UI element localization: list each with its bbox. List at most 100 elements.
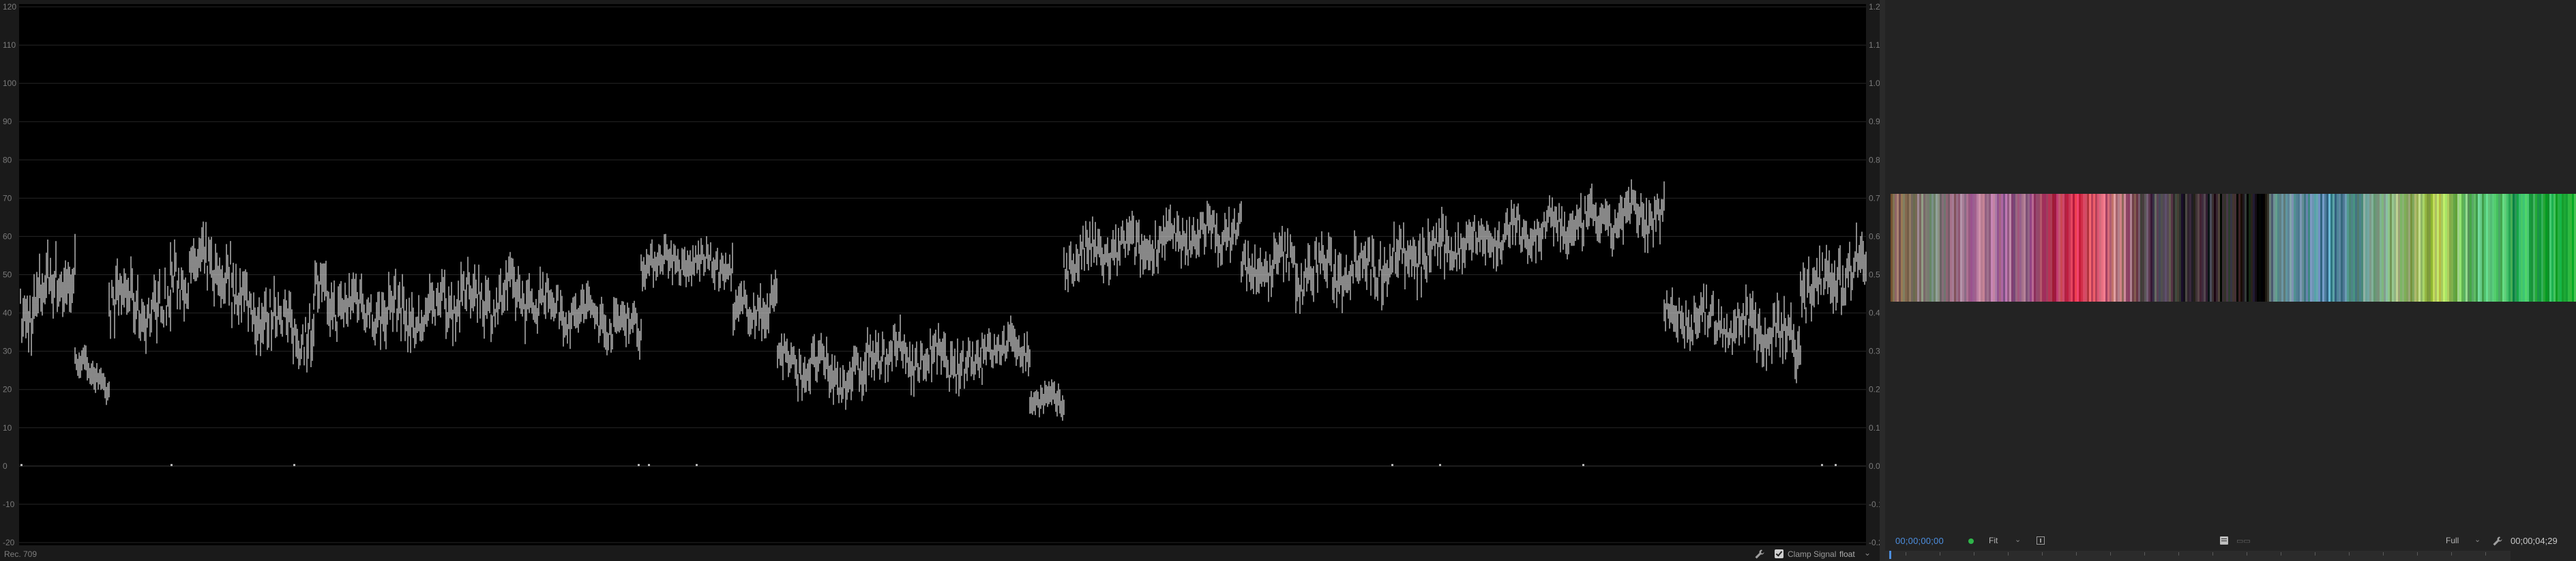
video-color-stripe [2099,194,2101,302]
video-color-stripe [2048,194,2050,302]
video-color-stripe [2161,194,2163,302]
video-color-stripe [2508,194,2511,302]
left-axis-tick-label: 90 [3,117,12,126]
video-color-stripe [2083,194,2085,302]
video-color-stripe [2257,194,2259,302]
video-color-stripe [1913,194,1915,302]
right-axis-tick-label: 0.0 [1869,461,1880,471]
video-color-stripe [2453,194,2455,302]
video-color-stripe [2353,194,2355,302]
video-color-stripe [2369,194,2371,302]
playback-resolution-dropdown[interactable]: Full [2446,536,2459,545]
video-color-stripe [2208,194,2210,302]
video-color-stripe [2294,194,2296,302]
left-axis-tick-label: 20 [3,385,12,394]
clamp-signal-checkbox[interactable] [1775,549,1783,558]
video-color-stripe [2013,194,2015,302]
video-color-stripe [2351,194,2353,302]
video-color-stripe [2118,194,2120,302]
video-color-stripe [2067,194,2069,302]
video-color-stripe [2476,194,2478,302]
video-color-stripe [2259,194,2261,302]
video-color-stripe [2091,194,2093,302]
video-color-stripe [2191,194,2193,302]
video-color-stripe [2537,194,2539,302]
video-color-stripe [2406,194,2408,302]
settings-icon[interactable] [2220,536,2228,545]
time-ruler[interactable] [1885,551,2511,561]
chevron-down-icon[interactable]: ⌄ [2474,536,2481,544]
chevron-down-icon[interactable]: ⌄ [2015,536,2022,544]
video-color-stripe [2220,194,2222,302]
video-color-stripe [2193,194,2195,302]
video-color-stripe [2240,194,2242,302]
wrench-icon[interactable] [2492,536,2503,547]
video-color-stripe [2570,194,2572,302]
video-color-stripe [2396,194,2398,302]
video-color-stripe [2224,194,2226,302]
video-color-stripe [2050,194,2052,302]
video-color-stripe [1911,194,1913,302]
video-color-stripe [2349,194,2351,302]
video-color-stripe [2392,194,2394,302]
video-color-stripe [2087,194,2089,302]
video-color-stripe [2138,194,2140,302]
video-color-stripe [1981,194,1983,302]
zoom-level-dropdown[interactable]: Fit [1989,536,1998,545]
left-axis-tick-label: 120 [3,2,16,12]
video-color-stripe [2433,194,2435,302]
left-axis-tick-label: -20 [3,538,15,547]
waveform-trace-speck [696,463,698,466]
video-color-stripe [2378,194,2380,302]
video-frame[interactable] [1891,194,2576,302]
video-color-stripe [1958,194,1960,302]
video-color-stripe [2447,194,2449,302]
video-color-stripe [2547,194,2549,302]
ruler-tick [2417,552,2418,556]
precision-dropdown[interactable]: float [1839,549,1855,559]
left-axis-tick-label: 30 [3,347,12,356]
video-color-stripe [2265,194,2267,302]
left-axis-tick-label: 100 [3,78,16,88]
video-color-stripe [1983,194,1985,302]
video-color-stripe [2335,194,2337,302]
panel-divider[interactable] [1880,0,1885,561]
video-color-stripe [2500,194,2502,302]
video-color-stripe [2214,194,2216,302]
video-color-stripe [2095,194,2097,302]
video-color-stripe [2511,194,2513,302]
safe-margin-icon[interactable] [2037,536,2045,545]
video-color-stripe [2478,194,2480,302]
video-color-stripe [2097,194,2099,302]
video-color-stripe [2527,194,2529,302]
compare-icon[interactable]: ▭▭ [2236,537,2251,545]
video-color-stripe [2324,194,2326,302]
video-color-stripe [2064,194,2067,302]
video-color-stripe [2044,194,2046,302]
video-color-stripe [2169,194,2171,302]
current-timecode[interactable]: 00;00;00;00 [1895,536,1944,546]
video-color-stripe [1934,194,1936,302]
video-color-stripe [1909,194,1911,302]
video-color-stripe [2390,194,2392,302]
video-color-stripe [1995,194,1997,302]
video-color-stripe [2466,194,2468,302]
video-color-stripe [2496,194,2498,302]
video-color-stripe [1929,194,1931,302]
video-color-stripe [1950,194,1952,302]
colorspace-label[interactable]: Rec. 709 [4,549,38,559]
video-color-stripe [2267,194,2269,302]
video-color-stripe [1999,194,2001,302]
video-color-stripe [1966,194,1968,302]
video-color-stripe [2531,194,2533,302]
right-axis-tick-label: 0.8 [1869,155,1880,164]
video-color-stripe [2367,194,2369,302]
video-color-stripe [2185,194,2187,302]
chevron-down-icon[interactable]: ⌄ [1864,548,1871,558]
wrench-icon[interactable] [1754,549,1765,560]
video-color-stripe [2003,194,2005,302]
video-color-stripe [1960,194,1962,302]
video-color-stripe [1974,194,1977,302]
video-color-stripe [2015,194,2017,302]
playhead[interactable] [1889,551,1891,559]
